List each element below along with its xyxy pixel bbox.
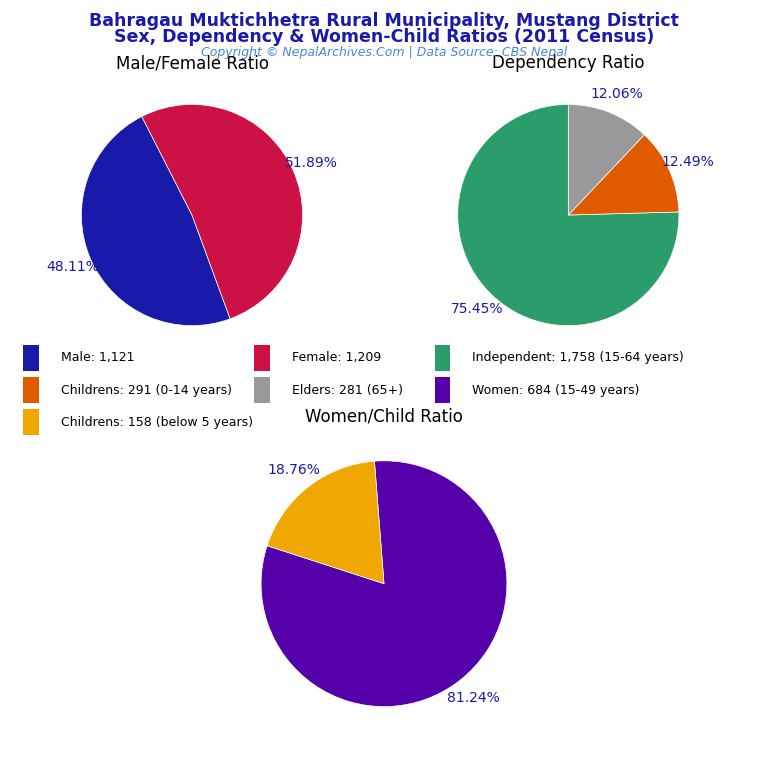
Text: Elders: 281 (65+): Elders: 281 (65+) xyxy=(292,384,402,396)
FancyBboxPatch shape xyxy=(23,345,39,371)
Wedge shape xyxy=(81,117,230,326)
Title: Dependency Ratio: Dependency Ratio xyxy=(492,55,644,72)
Wedge shape xyxy=(267,461,384,584)
FancyBboxPatch shape xyxy=(23,377,39,403)
Text: Independent: 1,758 (15-64 years): Independent: 1,758 (15-64 years) xyxy=(472,352,684,364)
Text: Male: 1,121: Male: 1,121 xyxy=(61,352,134,364)
Text: Childrens: 158 (below 5 years): Childrens: 158 (below 5 years) xyxy=(61,416,253,429)
Text: Childrens: 291 (0-14 years): Childrens: 291 (0-14 years) xyxy=(61,384,232,396)
Text: 81.24%: 81.24% xyxy=(447,690,500,704)
Text: 51.89%: 51.89% xyxy=(285,156,338,170)
Wedge shape xyxy=(142,104,303,319)
Wedge shape xyxy=(458,104,679,326)
Text: Sex, Dependency & Women-Child Ratios (2011 Census): Sex, Dependency & Women-Child Ratios (20… xyxy=(114,28,654,46)
Wedge shape xyxy=(568,104,644,215)
Text: 75.45%: 75.45% xyxy=(451,302,504,316)
FancyBboxPatch shape xyxy=(435,345,450,371)
Text: 12.49%: 12.49% xyxy=(661,154,713,169)
Text: Women: 684 (15-49 years): Women: 684 (15-49 years) xyxy=(472,384,640,396)
Text: 18.76%: 18.76% xyxy=(268,463,321,477)
Wedge shape xyxy=(568,134,679,215)
FancyBboxPatch shape xyxy=(254,377,270,403)
Title: Women/Child Ratio: Women/Child Ratio xyxy=(305,408,463,425)
FancyBboxPatch shape xyxy=(23,409,39,435)
Text: Bahragau Muktichhetra Rural Municipality, Mustang District: Bahragau Muktichhetra Rural Municipality… xyxy=(89,12,679,29)
FancyBboxPatch shape xyxy=(254,345,270,371)
Wedge shape xyxy=(261,461,507,707)
Text: 12.06%: 12.06% xyxy=(591,87,643,101)
FancyBboxPatch shape xyxy=(435,377,450,403)
Text: Female: 1,209: Female: 1,209 xyxy=(292,352,381,364)
Text: Copyright © NepalArchives.Com | Data Source: CBS Nepal: Copyright © NepalArchives.Com | Data Sou… xyxy=(201,46,567,59)
Text: 48.11%: 48.11% xyxy=(46,260,99,274)
Title: Male/Female Ratio: Male/Female Ratio xyxy=(115,55,269,72)
